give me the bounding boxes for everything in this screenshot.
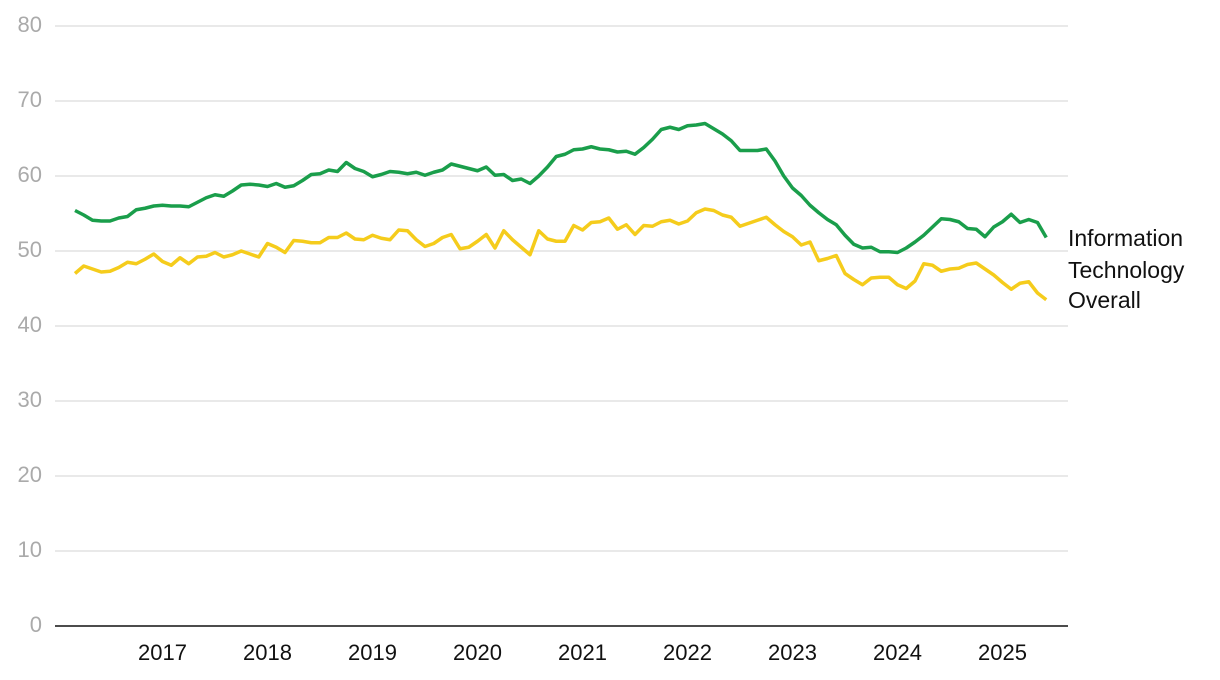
series-label: Overall — [1068, 286, 1141, 313]
line — [74, 121, 1048, 255]
y-tick-label: 70 — [18, 87, 42, 112]
x-tick-label: 2019 — [348, 640, 397, 665]
y-tick-label: 80 — [18, 12, 42, 37]
y-tick-label: 0 — [30, 612, 42, 637]
y-tick-label: 40 — [18, 312, 42, 337]
y-tick-label: 30 — [18, 387, 42, 412]
x-tick-label: 2022 — [663, 640, 712, 665]
y-tick-label: 60 — [18, 162, 42, 187]
x-tick-label: 2023 — [768, 640, 817, 665]
x-tick-label: 2025 — [978, 640, 1027, 665]
series-label: Information Technology — [1068, 224, 1185, 283]
y-tick-label: 10 — [18, 537, 42, 562]
y-tick-label: 50 — [18, 237, 42, 262]
x-tick-label: 2020 — [453, 640, 502, 665]
x-tick-label: 2017 — [138, 640, 187, 665]
line — [73, 207, 1048, 302]
x-tick-label: 2018 — [243, 640, 292, 665]
x-tick-label: 2024 — [873, 640, 922, 665]
y-tick-label: 20 — [18, 462, 42, 487]
x-tick-label: 2021 — [558, 640, 607, 665]
